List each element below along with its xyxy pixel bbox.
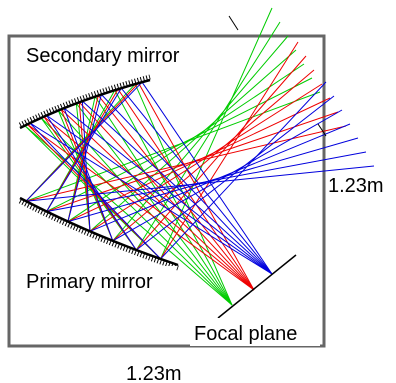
aperture-tick-top — [228, 15, 239, 31]
light-ray — [75, 49, 297, 306]
light-ray — [24, 82, 347, 291]
aperture-tick-right — [317, 123, 327, 137]
secondary-mirror-label: Secondary mirror — [26, 45, 180, 67]
primary-label-bg — [24, 266, 176, 294]
primary-mirror — [19, 196, 179, 267]
focal-plane-label: Focal plane — [194, 323, 297, 345]
height-dimension-label: 1.23m — [328, 175, 384, 197]
light-ray — [25, 83, 321, 306]
light-ray — [45, 87, 367, 275]
blue-ray-bundle — [24, 81, 375, 275]
light-ray — [29, 81, 327, 275]
bounding-box — [7, 34, 326, 348]
primary-mirror-hatching — [18, 198, 179, 271]
secondary-label-bg — [24, 40, 210, 68]
focal-plane-line — [217, 254, 297, 319]
focal-label-bg — [190, 318, 320, 346]
secondary-mirror — [19, 78, 151, 130]
light-ray — [78, 83, 323, 291]
light-ray — [67, 93, 359, 275]
light-ray — [24, 81, 375, 275]
primary-mirror-label: Primary mirror — [26, 271, 153, 293]
width-dimension-label: 1.23m — [126, 363, 182, 383]
